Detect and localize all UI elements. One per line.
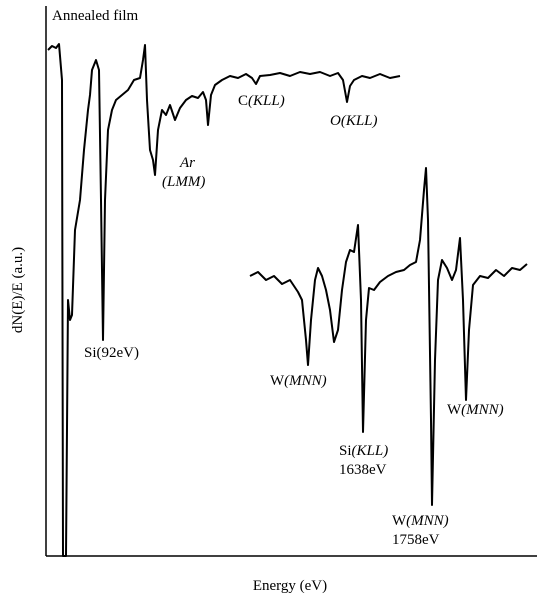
annotation-part: (MNN) — [461, 402, 504, 418]
annotation: W(MNN) — [447, 402, 504, 418]
annotation: W(MNN) — [392, 513, 449, 529]
annotation: Si(92eV) — [84, 345, 139, 361]
chart-title: Annealed film — [52, 8, 139, 24]
annotation-part: (MNN) — [284, 373, 327, 389]
x-axis-label: Energy (eV) — [253, 578, 327, 594]
annotation-part: Si — [339, 443, 352, 459]
annotation-part: (KLL) — [352, 443, 389, 459]
annotation: 1758eV — [392, 532, 440, 548]
annotation: Ar — [179, 155, 195, 171]
annotation: (LMM) — [162, 174, 205, 190]
annotation-part: W — [447, 402, 462, 418]
annotation-part: (KLL) — [248, 93, 285, 109]
annotation: Si(KLL) — [339, 443, 388, 459]
annotation-part: (MNN) — [406, 513, 449, 529]
annotation: W(MNN) — [270, 373, 327, 389]
annotation: 1638eV — [339, 462, 387, 478]
annotation-part: W — [392, 513, 407, 529]
spectrum-low-energy — [47, 43, 401, 557]
annotation: O(KLL) — [330, 113, 378, 129]
annotation-part: C — [238, 93, 248, 109]
y-axis-label: dN(E)/E (a.u.) — [10, 247, 26, 333]
annotation: C(KLL) — [238, 93, 285, 109]
spectrum-high-energy — [249, 167, 528, 506]
annotation-part: W — [270, 373, 285, 389]
